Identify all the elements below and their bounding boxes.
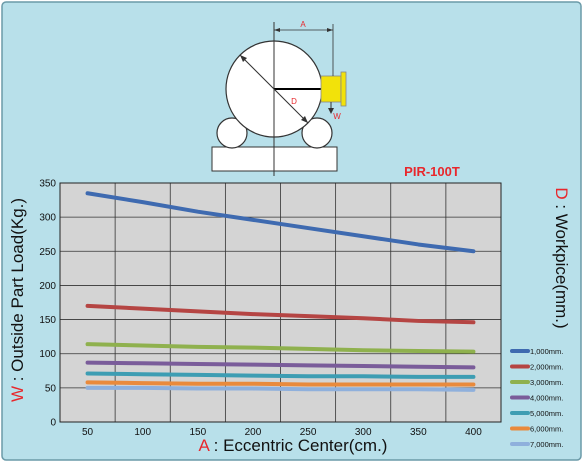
diagram-right-roller	[301, 117, 333, 149]
diagram-diameter-arrow-start	[240, 55, 247, 62]
x-tick-label: 350	[410, 427, 427, 438]
y-axis-label: W : Outside Part Load(Kg.)	[8, 198, 27, 402]
y-tick-label: 350	[39, 179, 56, 190]
diagram-dim-a-label: A	[300, 20, 306, 29]
x-tick-label: 200	[245, 427, 262, 438]
chart-title: PIR-100T	[404, 164, 460, 179]
x-axis-label: A : Eccentric Center(cm.)	[199, 436, 388, 455]
diagram-load-block	[320, 75, 342, 103]
x-tick-label: 400	[465, 427, 482, 438]
y-tick-label: 0	[50, 418, 56, 429]
series-line-5	[85, 371, 476, 379]
diagram-left-roller	[216, 117, 248, 149]
diagram-dim-a-arrow-right	[327, 28, 333, 32]
y-axis-label-prefix: W	[8, 386, 27, 402]
series-line-1	[85, 191, 476, 254]
diagram-diameter-line	[239, 54, 309, 124]
y-axis-label-text: : Outside Part Load(Kg.)	[8, 198, 27, 386]
diagram-dim-d-label: D	[291, 97, 297, 106]
diagram-dim-w-label: W	[333, 112, 341, 121]
x-tick-label: 50	[82, 427, 94, 438]
y-tick-label: 300	[39, 213, 56, 224]
series-line-3	[85, 342, 476, 354]
series-line-6	[85, 380, 476, 387]
legend-label: 6,000mm.	[530, 425, 563, 434]
series-lines	[85, 191, 476, 392]
right-axis-label-text: : Workpice(mm.)	[552, 200, 571, 329]
y-tick-label: 150	[39, 315, 56, 326]
legend-label: 3,000mm.	[530, 378, 563, 387]
series-line-7	[85, 385, 476, 392]
legend-label: 4,000mm.	[530, 394, 563, 403]
diagram-dim-a-arrow-left	[274, 28, 280, 32]
x-tick-label: 300	[355, 427, 372, 438]
legend-label: 7,000mm.	[530, 440, 563, 449]
right-axis-label: D : Workpice(mm.)	[552, 187, 571, 328]
legend-label: 2,000mm.	[530, 363, 563, 372]
x-tick-label: 150	[189, 427, 206, 438]
right-axis-label-prefix: D	[552, 187, 571, 199]
y-axis-ticks: 0 50 100 150 200 250 300 350	[39, 179, 56, 429]
series-line-2	[85, 303, 476, 325]
y-tick-label: 250	[39, 247, 56, 258]
diagram-load-arrow	[328, 108, 334, 114]
x-axis-ticks: 50 100 150 200 250 300 350 400	[82, 427, 482, 438]
legend: 1,000mm. 2,000mm. 3,000mm. 4,000mm. 5,000mm.…	[510, 347, 563, 449]
x-tick-label: 100	[134, 427, 151, 438]
legend-label: 5,000mm.	[530, 409, 563, 418]
diagram-diameter-arrow-end	[301, 116, 308, 123]
y-tick-label: 50	[45, 383, 57, 394]
diagram-load-flange	[340, 71, 347, 107]
x-tick-label: 250	[300, 427, 317, 438]
x-axis-label-text: : Eccentric Center(cm.)	[209, 436, 388, 455]
legend-label: 1,000mm.	[530, 347, 563, 356]
y-tick-label: 100	[39, 349, 56, 360]
eccentric-load-diagram: A D W	[211, 20, 347, 176]
series-line-4	[85, 360, 476, 370]
y-tick-label: 200	[39, 281, 56, 292]
x-axis-label-prefix: A	[199, 436, 211, 455]
plot-border	[59, 182, 502, 423]
